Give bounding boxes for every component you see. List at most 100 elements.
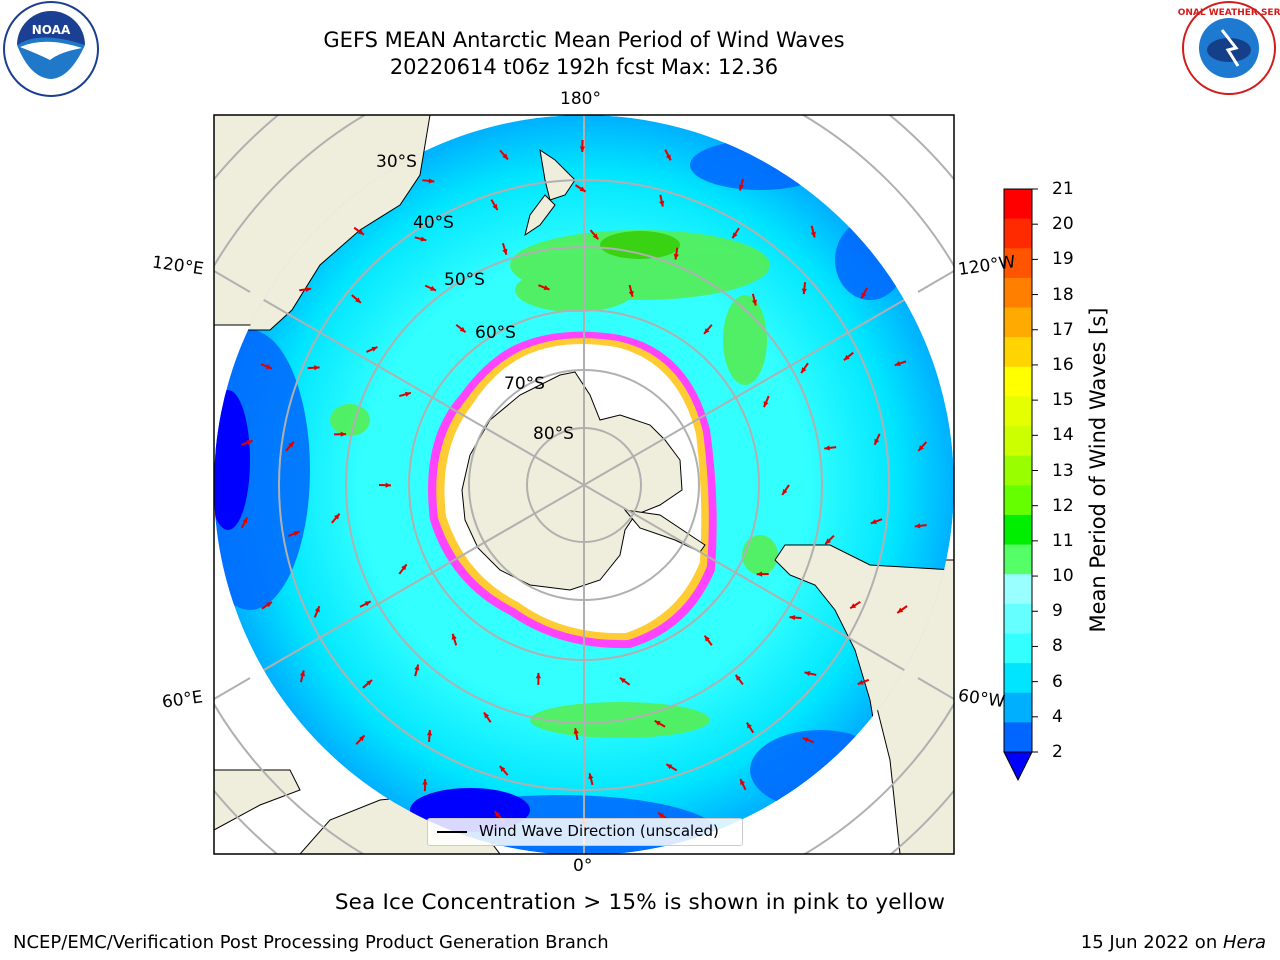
lat-label-50s: 50°S bbox=[444, 270, 485, 290]
colorbar-segment bbox=[1004, 692, 1032, 723]
colorbar-segment bbox=[1004, 189, 1032, 220]
wind-arrow-head bbox=[746, 722, 752, 729]
colorbar-tick-label: 21 bbox=[1052, 179, 1074, 199]
wind-arrow-head bbox=[265, 602, 272, 608]
wind-arrow-head bbox=[579, 186, 586, 192]
colorbar-tick-label: 9 bbox=[1052, 601, 1063, 622]
colorbar-segment bbox=[1004, 277, 1032, 309]
wind-arrow-head bbox=[619, 677, 626, 684]
lon-label-180: 180° bbox=[560, 89, 601, 109]
wind-arrow-head bbox=[451, 633, 457, 640]
wind-arrow-head bbox=[358, 735, 365, 742]
wind-arrow-head bbox=[358, 229, 364, 235]
wind-arrow-head bbox=[246, 440, 253, 445]
wind-arrow-head bbox=[305, 286, 312, 292]
wind-wave-arrows bbox=[240, 139, 928, 831]
colorbar-tick-label: 15 bbox=[1052, 390, 1074, 411]
wind-arrow-head bbox=[404, 391, 411, 397]
wind-arrow-head bbox=[340, 431, 347, 437]
colorbar-segment bbox=[1004, 218, 1032, 249]
wind-arrow-head bbox=[801, 367, 807, 374]
wind-arrow-head bbox=[810, 231, 816, 238]
colorbar-tick-label: 20 bbox=[1052, 214, 1074, 235]
colorbar-segment bbox=[1004, 574, 1032, 605]
wind-arrow-head bbox=[658, 812, 665, 819]
colorbar-tick-label: 17 bbox=[1052, 319, 1074, 340]
colorbar-tick-label: 16 bbox=[1052, 354, 1074, 375]
wind-arrow-head bbox=[654, 720, 661, 726]
colorbar-tick-label: 12 bbox=[1052, 495, 1074, 516]
wind-arrow-head bbox=[314, 606, 320, 613]
wind-arrow-head bbox=[738, 184, 744, 191]
wind-arrow-head bbox=[802, 737, 809, 743]
colorbar-segment bbox=[1004, 307, 1032, 338]
wind-arrow-head bbox=[628, 290, 634, 297]
svg-text:NATIONAL WEATHER SERVICE: NATIONAL WEATHER SERVICE bbox=[1178, 8, 1280, 18]
colorbar-segment bbox=[1004, 722, 1032, 753]
colorbar-segment bbox=[1004, 248, 1032, 279]
wind-arrow-head bbox=[874, 438, 880, 445]
wind-arrow-head bbox=[364, 601, 371, 607]
wind-arrow-head bbox=[857, 679, 864, 685]
chart-title: GEFS MEAN Antarctic Mean Period of Wind … bbox=[323, 28, 845, 52]
wind-arrow-head bbox=[704, 328, 710, 334]
wind-arrow-head bbox=[483, 712, 490, 719]
wind-arrow-head bbox=[804, 670, 811, 677]
wind-arrow-head bbox=[870, 519, 877, 524]
wind-arrow-head bbox=[704, 635, 710, 642]
colorbar-tick-label: 14 bbox=[1052, 425, 1074, 446]
wind-arrow-head bbox=[843, 354, 850, 361]
wind-arrow-head bbox=[242, 517, 248, 524]
wind-arrow-head bbox=[659, 200, 665, 207]
wind-arrow-head bbox=[371, 346, 378, 352]
colorbar-segment bbox=[1004, 366, 1032, 397]
run-date-text: 15 Jun 2022 on bbox=[1080, 932, 1223, 953]
wind-arrow-head bbox=[850, 603, 857, 609]
colorbar-segment bbox=[1004, 633, 1032, 664]
colorbar-segment bbox=[1004, 514, 1032, 546]
wind-arrow-head bbox=[789, 614, 796, 621]
wind-arrow-head bbox=[894, 361, 901, 366]
nws-logo: NATIONAL WEATHER SERVICE bbox=[1154, 0, 1280, 100]
legend-label: Wind Wave Direction (unscaled) bbox=[479, 822, 719, 840]
colorbar-tick-label: 2 bbox=[1052, 742, 1063, 762]
wind-arrow-head bbox=[430, 285, 437, 291]
producer-credit: NCEP/EMC/Verification Post Processing Pr… bbox=[13, 932, 609, 953]
wind-arrow-head bbox=[414, 664, 420, 671]
wind-arrow-head bbox=[502, 153, 508, 160]
colorbar-tick-label: 11 bbox=[1052, 530, 1074, 551]
wind-arrow-head bbox=[825, 538, 832, 545]
wind-arrow-head bbox=[666, 764, 673, 770]
colorbar bbox=[1003, 188, 1038, 782]
wind-arrow-head bbox=[801, 288, 807, 295]
sea-ice-caption: Sea Ice Concentration > 15% is shown in … bbox=[334, 890, 946, 915]
colorbar-segment bbox=[1004, 544, 1032, 575]
colorbar-tick-label: 13 bbox=[1052, 460, 1074, 481]
wind-arrow-head bbox=[366, 679, 373, 686]
wind-arrow-head bbox=[756, 571, 763, 577]
wind-arrow-head bbox=[751, 299, 757, 306]
wind-arrow-head bbox=[266, 364, 273, 369]
wind-arrow-head bbox=[293, 531, 300, 537]
run-date: 15 Jun 2022 on Hera bbox=[1081, 932, 1266, 953]
wind-arrow-head bbox=[314, 365, 320, 371]
colorbar-under-triangle bbox=[1003, 751, 1033, 782]
wind-arrow-head bbox=[592, 233, 599, 240]
colorbar-segment bbox=[1004, 485, 1032, 516]
colorbar-tick-label: 18 bbox=[1052, 284, 1074, 305]
wind-arrow-head bbox=[573, 728, 579, 734]
lon-label-0: 0° bbox=[573, 856, 593, 876]
wind-arrow-head bbox=[499, 766, 506, 772]
lat-label-60s: 60°S bbox=[475, 323, 516, 343]
wind-arrow-head bbox=[492, 204, 498, 210]
wind-arrow-head bbox=[385, 482, 391, 488]
noaa-logo: NOAA bbox=[0, 0, 102, 100]
wind-arrow-head bbox=[299, 670, 305, 677]
wind-arrow-head bbox=[579, 146, 586, 152]
colorbar-segment bbox=[1004, 455, 1032, 486]
wind-arrow-head bbox=[732, 232, 738, 239]
wind-arrow-head bbox=[494, 811, 501, 818]
lat-label-40s: 40°S bbox=[413, 213, 454, 233]
wind-arrow-head bbox=[422, 779, 428, 785]
wind-arrow-head bbox=[763, 401, 769, 408]
